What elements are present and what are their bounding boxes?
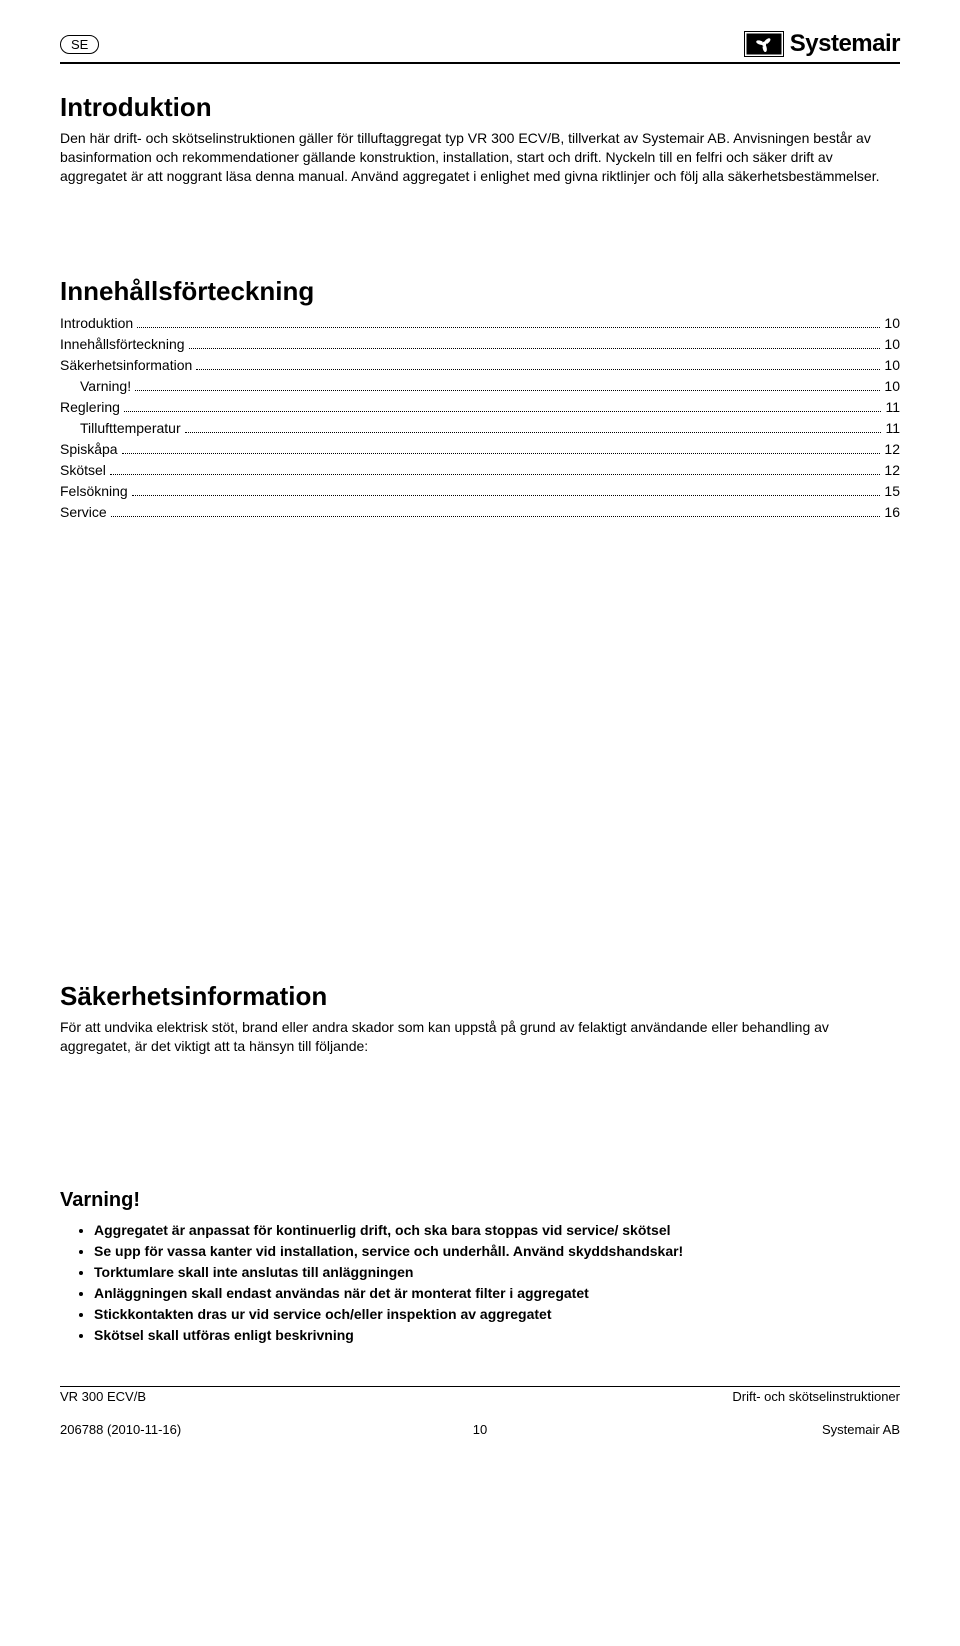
toc-page-number: 12: [884, 439, 900, 460]
safety-heading: Säkerhetsinformation: [60, 981, 900, 1012]
toc-page-number: 10: [884, 376, 900, 397]
toc-label: Skötsel: [60, 460, 106, 481]
footer-rule: [60, 1386, 900, 1387]
footer-doc-id: 206788 (2010-11-16): [60, 1422, 340, 1437]
intro-heading: Introduktion: [60, 92, 900, 123]
toc-row: Service 16: [60, 502, 900, 523]
toc-label: Tillufttemperatur: [80, 418, 181, 439]
toc-page-number: 10: [884, 313, 900, 334]
header-rule: [60, 62, 900, 64]
toc-heading: Innehållsförteckning: [60, 276, 900, 307]
warning-bullet: Stickkontakten dras ur vid service och/e…: [94, 1304, 900, 1325]
toc-label: Spiskåpa: [60, 439, 118, 460]
toc-row: Innehållsförteckning 10: [60, 334, 900, 355]
toc-leader-dots: [122, 453, 881, 454]
toc-label: Reglering: [60, 397, 120, 418]
toc-label: Introduktion: [60, 313, 133, 334]
warning-bullet-list: Aggregatet är anpassat för kontinuerlig …: [60, 1220, 900, 1346]
toc-row: Felsökning 15: [60, 481, 900, 502]
warning-bullet: Se upp för vassa kanter vid installation…: [94, 1241, 900, 1262]
toc-row: Reglering 11: [60, 397, 900, 418]
toc-row: Tillufttemperatur 11: [60, 418, 900, 439]
footer-company: Systemair AB: [620, 1422, 900, 1437]
toc-label: Innehållsförteckning: [60, 334, 185, 355]
intro-body: Den här drift- och skötselinstruktionen …: [60, 129, 900, 186]
footer-product: VR 300 ECV/B: [60, 1389, 146, 1404]
brand-logo: Systemair: [744, 30, 900, 58]
toc-page-number: 10: [884, 334, 900, 355]
toc-leader-dots: [111, 516, 881, 517]
footer-doc-type: Drift- och skötselinstruktioner: [732, 1389, 900, 1404]
toc-row: Skötsel 12: [60, 460, 900, 481]
toc-page-number: 15: [884, 481, 900, 502]
page-footer: VR 300 ECV/B Drift- och skötselinstrukti…: [60, 1386, 900, 1437]
toc-leader-dots: [135, 390, 880, 391]
toc-label: Säkerhetsinformation: [60, 355, 192, 376]
toc-page-number: 16: [884, 502, 900, 523]
toc-leader-dots: [132, 495, 881, 496]
toc-leader-dots: [185, 432, 882, 433]
toc-leader-dots: [110, 474, 881, 475]
toc-list: Introduktion10Innehållsförteckning10Säke…: [60, 313, 900, 523]
warning-bullet: Skötsel skall utföras enligt beskrivning: [94, 1325, 900, 1346]
toc-leader-dots: [189, 348, 881, 349]
safety-body: För att undvika elektrisk stöt, brand el…: [60, 1018, 900, 1056]
toc-page-number: 12: [884, 460, 900, 481]
toc-leader-dots: [137, 327, 880, 328]
toc-page-number: 10: [884, 355, 900, 376]
toc-row: Säkerhetsinformation 10: [60, 355, 900, 376]
warning-bullet: Anläggningen skall endast användas när d…: [94, 1283, 900, 1304]
brand-name: Systemair: [790, 30, 900, 58]
language-badge: SE: [60, 35, 99, 54]
page-header: SE Systemair: [60, 30, 900, 58]
footer-page-number: 10: [340, 1422, 620, 1437]
warning-bullet: Aggregatet är anpassat för kontinuerlig …: [94, 1220, 900, 1241]
toc-row: Introduktion 10: [60, 313, 900, 334]
toc-leader-dots: [124, 411, 882, 412]
toc-leader-dots: [196, 369, 880, 370]
toc-label: Varning!: [80, 376, 131, 397]
toc-row: Varning! 10: [60, 376, 900, 397]
fan-icon: [744, 31, 784, 57]
warning-heading: Varning!: [60, 1189, 900, 1212]
toc-page-number: 11: [885, 397, 900, 418]
toc-row: Spiskåpa 12: [60, 439, 900, 460]
warning-bullet: Torktumlare skall inte anslutas till anl…: [94, 1262, 900, 1283]
toc-label: Service: [60, 502, 107, 523]
toc-label: Felsökning: [60, 481, 128, 502]
toc-page-number: 11: [885, 418, 900, 439]
